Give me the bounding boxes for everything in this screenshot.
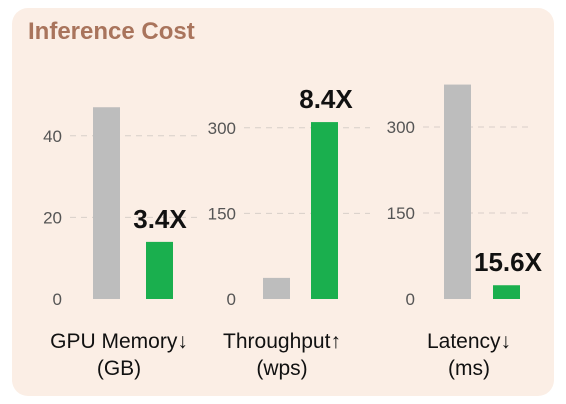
y-tick-label: 0 — [406, 290, 415, 309]
x-axis-label: (wps) — [256, 357, 307, 380]
y-tick-label: 300 — [208, 119, 236, 138]
ratio-label: 3.4X — [133, 204, 187, 234]
ratio-label: 15.6X — [474, 247, 543, 277]
x-axis-label: (GB) — [97, 357, 141, 380]
y-tick-label: 150 — [387, 204, 415, 223]
x-axis-label: Throughput↑ — [223, 330, 341, 353]
y-tick-label: 0 — [227, 290, 236, 309]
x-axis-label: Latency↓ — [427, 330, 511, 353]
x-axis-label: GPU Memory↓ — [50, 330, 188, 353]
ours-bar — [493, 285, 520, 299]
baseline-bar — [444, 84, 471, 299]
panel-title: Inference Cost — [28, 18, 195, 45]
y-tick-label: 40 — [43, 127, 62, 146]
baseline-bar — [93, 107, 120, 300]
y-tick-label: 300 — [387, 118, 415, 137]
y-tick-label: 0 — [53, 290, 62, 309]
x-axis-label: (ms) — [448, 357, 490, 380]
ours-bar — [311, 122, 338, 300]
y-tick-label: 20 — [43, 208, 62, 227]
ours-bar — [146, 241, 173, 299]
ratio-label: 8.4X — [299, 84, 353, 114]
baseline-bar — [263, 277, 290, 299]
y-tick-label: 150 — [208, 204, 236, 223]
